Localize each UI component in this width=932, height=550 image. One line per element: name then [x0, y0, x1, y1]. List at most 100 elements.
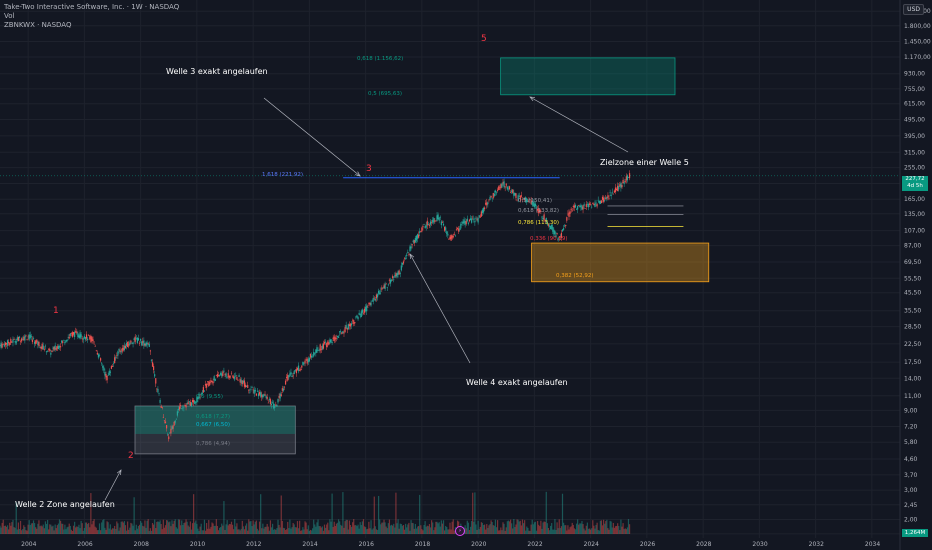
volume-bar — [358, 528, 360, 534]
candle-body — [477, 217, 479, 223]
candle-body — [108, 370, 110, 376]
event-flag-icon[interactable]: ⚡ — [455, 526, 465, 536]
volume-bar — [270, 527, 273, 534]
volume-bar — [15, 501, 17, 534]
volume-bar — [492, 525, 494, 534]
volume-bar — [529, 530, 531, 534]
candle-body — [26, 339, 28, 340]
candle-body — [559, 236, 561, 237]
candle-body — [97, 354, 100, 358]
volume-bar — [292, 523, 294, 534]
volume-bar — [39, 526, 41, 534]
y-tick-label: 55,50 — [904, 275, 921, 282]
volume-bar — [131, 523, 133, 534]
volume-bar — [30, 523, 32, 534]
volume-bar — [291, 527, 293, 534]
candle-body — [421, 227, 423, 232]
volume-bar — [127, 521, 129, 534]
volume-bar — [401, 525, 404, 534]
volume-bar — [202, 530, 204, 534]
candle-body — [44, 345, 47, 347]
volume-bar — [442, 520, 445, 534]
volume-bar — [413, 528, 415, 534]
volume-bar — [286, 529, 288, 534]
volume-bar — [597, 529, 599, 534]
annotation-arrows — [104, 96, 629, 501]
volume-bar — [449, 522, 451, 534]
fib-w4-05: 0,5 (150,41) — [518, 198, 553, 204]
volume-bar — [322, 530, 325, 534]
volume-bar — [369, 528, 371, 534]
candle-body — [64, 341, 66, 344]
candle-body — [551, 224, 553, 230]
volume-bar — [109, 524, 111, 534]
volume-bar — [278, 524, 280, 534]
volume-bar — [182, 525, 184, 534]
volume-bar — [206, 523, 208, 534]
volume-bar — [565, 525, 567, 534]
volume-bar — [309, 529, 312, 534]
candle-body — [555, 235, 557, 238]
candle-body — [261, 394, 263, 398]
volume-bar — [339, 521, 341, 534]
volume-bar — [183, 523, 185, 534]
volume-bar — [355, 524, 357, 534]
volume-bar — [394, 527, 396, 534]
volume-bar — [6, 525, 9, 534]
volume-bar — [346, 519, 348, 534]
volume-bar — [147, 519, 149, 534]
candle-body — [183, 407, 185, 409]
volume-bar — [0, 525, 1, 534]
volume-bar — [585, 525, 587, 534]
candle-body — [593, 203, 595, 206]
candle-body — [511, 190, 513, 192]
volume-bar — [438, 522, 440, 534]
volume-bar — [77, 526, 79, 534]
candle-body — [397, 271, 399, 275]
candle-body — [456, 227, 459, 229]
volume-bar — [316, 522, 318, 534]
volume-bar — [149, 528, 151, 534]
volume-bar — [520, 525, 522, 534]
candle-body — [591, 206, 593, 208]
candle-body — [452, 235, 454, 238]
candle-body — [533, 203, 535, 208]
candle-body — [162, 416, 164, 418]
volume-bar — [332, 526, 334, 534]
candle-body — [550, 225, 552, 230]
candle-body — [129, 342, 131, 345]
symbol-title[interactable]: Take-Two Interactive Software, Inc. · 1W… — [4, 3, 180, 11]
candle-body — [358, 312, 360, 315]
candles — [0, 170, 631, 442]
volume-bar — [62, 523, 64, 534]
currency-label[interactable]: USD — [903, 4, 924, 15]
volume-bar — [320, 527, 322, 534]
candle-body — [107, 375, 109, 376]
volume-legend[interactable]: Vol — [4, 12, 15, 20]
volume-bar — [466, 520, 468, 534]
candle-body — [323, 341, 326, 344]
candle-body — [230, 372, 233, 374]
candle-body — [388, 279, 391, 281]
x-tick-label: 2018 — [415, 541, 430, 548]
candle-body — [488, 199, 490, 201]
candle-body — [32, 338, 35, 339]
volume-bar — [72, 525, 75, 534]
volume-bar — [171, 520, 173, 534]
wave-label-3: 3 — [366, 164, 372, 174]
candle-body — [500, 184, 502, 189]
candle-body — [512, 189, 514, 194]
volume-bar — [178, 519, 181, 534]
volume-bar — [213, 525, 215, 534]
volume-bar — [333, 521, 335, 534]
candle-body — [173, 421, 175, 426]
volume-bar — [350, 526, 353, 534]
volume-bar — [580, 523, 582, 534]
volume-bar — [110, 529, 113, 534]
arrow-welle3-head — [355, 171, 361, 177]
candle-body — [56, 346, 58, 349]
index-legend[interactable]: ZBNKWX · NASDAQ — [4, 21, 72, 29]
candle-body — [195, 401, 197, 403]
candle-body — [74, 331, 76, 338]
